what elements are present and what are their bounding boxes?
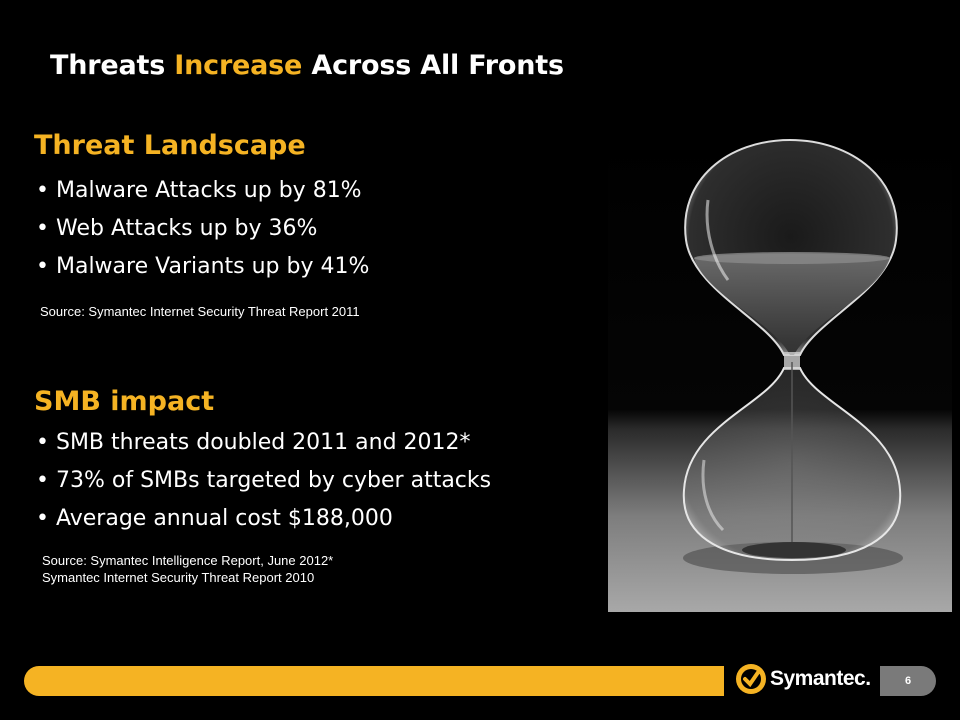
title-part-2: Across All Fronts <box>302 50 564 81</box>
smb-source-line-1: Source: Symantec Intelligence Report, Ju… <box>42 553 334 568</box>
footer-bar <box>24 666 724 696</box>
title-part-1: Threats <box>50 50 175 81</box>
threat-landscape-source: Source: Symantec Internet Security Threa… <box>40 304 360 319</box>
page-number: 6 <box>880 666 936 696</box>
smb-impact-list: SMB threats doubled 2011 and 2012* 73% o… <box>36 424 491 538</box>
checkmark-icon <box>736 664 766 694</box>
threat-landscape-list: Malware Attacks up by 81% Web Attacks up… <box>36 172 369 286</box>
threat-landscape-heading: Threat Landscape <box>34 130 306 161</box>
logo-text: Symantec. <box>770 667 871 690</box>
list-item: SMB threats doubled 2011 and 2012* <box>36 424 491 462</box>
smb-impact-heading: SMB impact <box>34 386 215 417</box>
list-item: Malware Attacks up by 81% <box>36 172 369 210</box>
list-item: Average annual cost $188,000 <box>36 500 491 538</box>
smb-impact-source: Source: Symantec Intelligence Report, Ju… <box>42 552 333 586</box>
list-item: Web Attacks up by 36% <box>36 210 369 248</box>
smb-source-line-2: Symantec Internet Security Threat Report… <box>42 570 315 585</box>
hourglass-photo <box>608 130 952 612</box>
list-item: Malware Variants up by 41% <box>36 248 369 286</box>
symantec-logo: Symantec. <box>736 661 876 697</box>
list-item: 73% of SMBs targeted by cyber attacks <box>36 462 491 500</box>
slide-title: Threats Increase Across All Fronts <box>50 50 564 81</box>
title-accent: Increase <box>174 50 303 81</box>
